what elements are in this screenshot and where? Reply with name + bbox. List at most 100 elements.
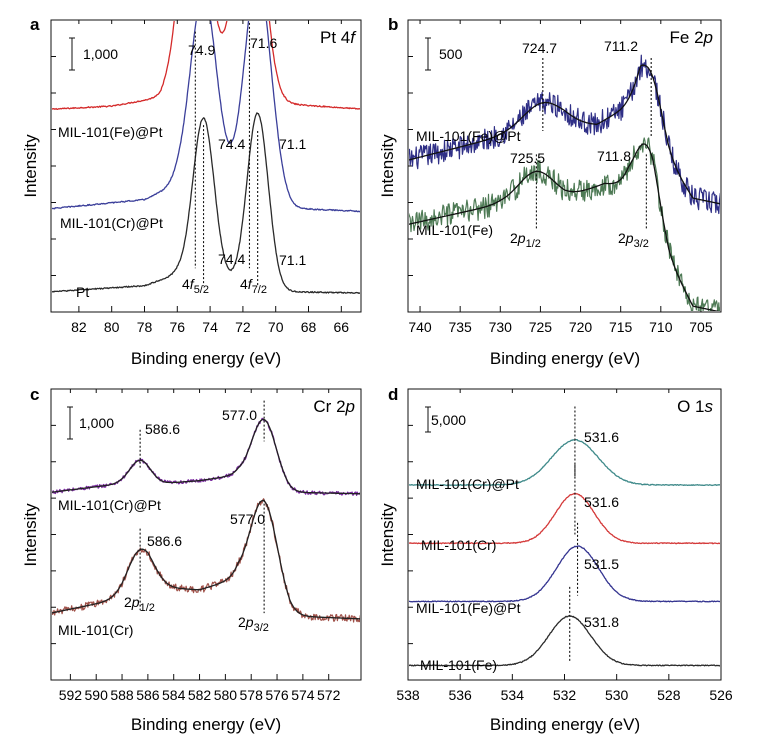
panel-letter: a bbox=[30, 15, 40, 34]
x-tick-label: 578 bbox=[240, 687, 264, 703]
x-tick-label: 528 bbox=[657, 687, 681, 703]
series-line bbox=[52, 112, 360, 294]
peak-value-label: 74.4 bbox=[218, 251, 245, 267]
component-label: 4f5/2 bbox=[182, 276, 209, 296]
x-tick-label: 580 bbox=[214, 687, 238, 703]
series-label: MIL-101(Cr) bbox=[421, 537, 496, 553]
x-tick-label: 715 bbox=[609, 319, 633, 335]
panel-letter: b bbox=[388, 15, 398, 34]
x-tick-label: 526 bbox=[709, 687, 733, 703]
x-axis-label: Binding energy (eV) bbox=[490, 349, 640, 368]
peak-value-label: 531.8 bbox=[584, 614, 619, 630]
x-tick-label: 538 bbox=[396, 687, 420, 703]
series-label: MIL-101(Fe) bbox=[416, 222, 493, 238]
series-line bbox=[409, 137, 720, 311]
scale-bar-label: 1,000 bbox=[79, 415, 114, 431]
x-tick-label: 730 bbox=[489, 319, 513, 335]
plot-frame bbox=[50, 19, 362, 313]
x-tick-label: 588 bbox=[110, 687, 134, 703]
peak-value-label: 71.1 bbox=[279, 252, 306, 268]
series-label: MIL-101(Fe) bbox=[420, 657, 497, 673]
peak-value-label: 531.6 bbox=[584, 429, 619, 445]
x-tick-label: 74 bbox=[202, 319, 218, 335]
fit-line bbox=[409, 143, 720, 311]
scale-bar-label: 500 bbox=[439, 46, 463, 62]
series-line bbox=[409, 439, 720, 487]
peak-value-label: 531.5 bbox=[584, 556, 619, 572]
x-tick-label: 590 bbox=[85, 687, 109, 703]
series-label: MIL-101(Cr)@Pt bbox=[416, 476, 519, 492]
x-tick-label: 740 bbox=[408, 319, 432, 335]
panel-letter: d bbox=[388, 385, 398, 404]
peak-value-label: 725.5 bbox=[510, 150, 545, 166]
series-line bbox=[409, 54, 720, 215]
x-tick-label: 68 bbox=[301, 319, 317, 335]
x-axis-label: Binding energy (eV) bbox=[490, 715, 640, 734]
fit-line bbox=[52, 418, 360, 495]
x-tick-label: 592 bbox=[59, 687, 83, 703]
y-axis-label: Intensity bbox=[378, 503, 397, 567]
x-tick-label: 584 bbox=[162, 687, 186, 703]
series-line bbox=[409, 492, 720, 545]
peak-value-label: 71.6 bbox=[250, 35, 277, 51]
x-tick-label: 532 bbox=[553, 687, 577, 703]
panel-c: c 592 590 588 586 584 582 580 578 576 574 572 Bindin… bbox=[21, 385, 362, 734]
x-tick-label: 534 bbox=[501, 687, 525, 703]
series-label: MIL-101(Cr) bbox=[58, 622, 133, 638]
peak-value-label: 531.6 bbox=[584, 494, 619, 510]
component-label: 2p1/2 bbox=[124, 594, 155, 614]
series-label: MIL-101(Fe)@Pt bbox=[416, 128, 521, 144]
y-axis-label: Intensity bbox=[21, 134, 40, 198]
component-label: 2p1/2 bbox=[510, 230, 541, 250]
x-axis-label: Binding energy (eV) bbox=[131, 349, 281, 368]
x-tick-label: 572 bbox=[317, 687, 341, 703]
panel-letter: c bbox=[30, 385, 39, 404]
y-axis-label: Intensity bbox=[21, 503, 40, 567]
y-axis-label: Intensity bbox=[378, 134, 397, 198]
peak-value-label: 586.6 bbox=[145, 421, 180, 437]
x-tick-label: 66 bbox=[334, 319, 350, 335]
spectra bbox=[409, 439, 720, 667]
peak-value-label: 724.7 bbox=[522, 40, 557, 56]
peak-value-label: 74.9 bbox=[188, 42, 215, 58]
component-label: 2p3/2 bbox=[618, 230, 649, 250]
plot-frame bbox=[407, 19, 722, 313]
panel-a: a 82 80 78 76 74 72 70 68 66 Binding energy (eV) In… bbox=[21, 15, 362, 368]
panel-title: Fe 2p bbox=[670, 28, 714, 47]
peak-value-label: 577.0 bbox=[230, 511, 265, 527]
spectra bbox=[52, 21, 360, 294]
fit-line bbox=[409, 64, 720, 205]
series-line bbox=[52, 21, 360, 213]
component-label: 2p3/2 bbox=[238, 614, 269, 634]
series-label: MIL-101(Fe)@Pt bbox=[416, 600, 521, 616]
x-tick-label: 80 bbox=[104, 319, 120, 335]
scale-bar-label: 1,000 bbox=[83, 46, 118, 62]
panel-d: d 538 536 534 532 530 528 526 Binding energy (eV… bbox=[378, 385, 733, 734]
x-tick-label: 720 bbox=[569, 319, 593, 335]
plot-frame bbox=[407, 388, 722, 681]
panel-title: Pt 4f bbox=[320, 28, 357, 47]
spectra bbox=[52, 417, 360, 623]
scale-bar-label: 5,000 bbox=[431, 412, 466, 428]
series-label: MIL-101(Cr)@Pt bbox=[58, 497, 161, 513]
x-tick-label: 576 bbox=[265, 687, 289, 703]
series-line bbox=[52, 21, 360, 111]
x-tick-label: 530 bbox=[605, 687, 629, 703]
peak-value-label: 711.8 bbox=[597, 148, 631, 164]
series-label: Pt bbox=[76, 284, 89, 300]
series-line bbox=[409, 545, 720, 603]
x-tick-label: 76 bbox=[170, 319, 186, 335]
x-tick-label: 710 bbox=[649, 319, 673, 335]
series-line bbox=[52, 498, 360, 623]
x-tick-label: 72 bbox=[235, 319, 251, 335]
component-label: 4f7/2 bbox=[240, 276, 267, 296]
x-tick-label: 536 bbox=[448, 687, 472, 703]
series-label: MIL-101(Cr)@Pt bbox=[60, 215, 163, 231]
x-tick-label: 735 bbox=[448, 319, 472, 335]
x-tick-label: 78 bbox=[137, 319, 153, 335]
x-tick-label: 574 bbox=[291, 687, 315, 703]
series-line bbox=[409, 614, 720, 667]
peak-value-label: 711.2 bbox=[604, 38, 638, 54]
peak-value-label: 71.1 bbox=[279, 136, 306, 152]
